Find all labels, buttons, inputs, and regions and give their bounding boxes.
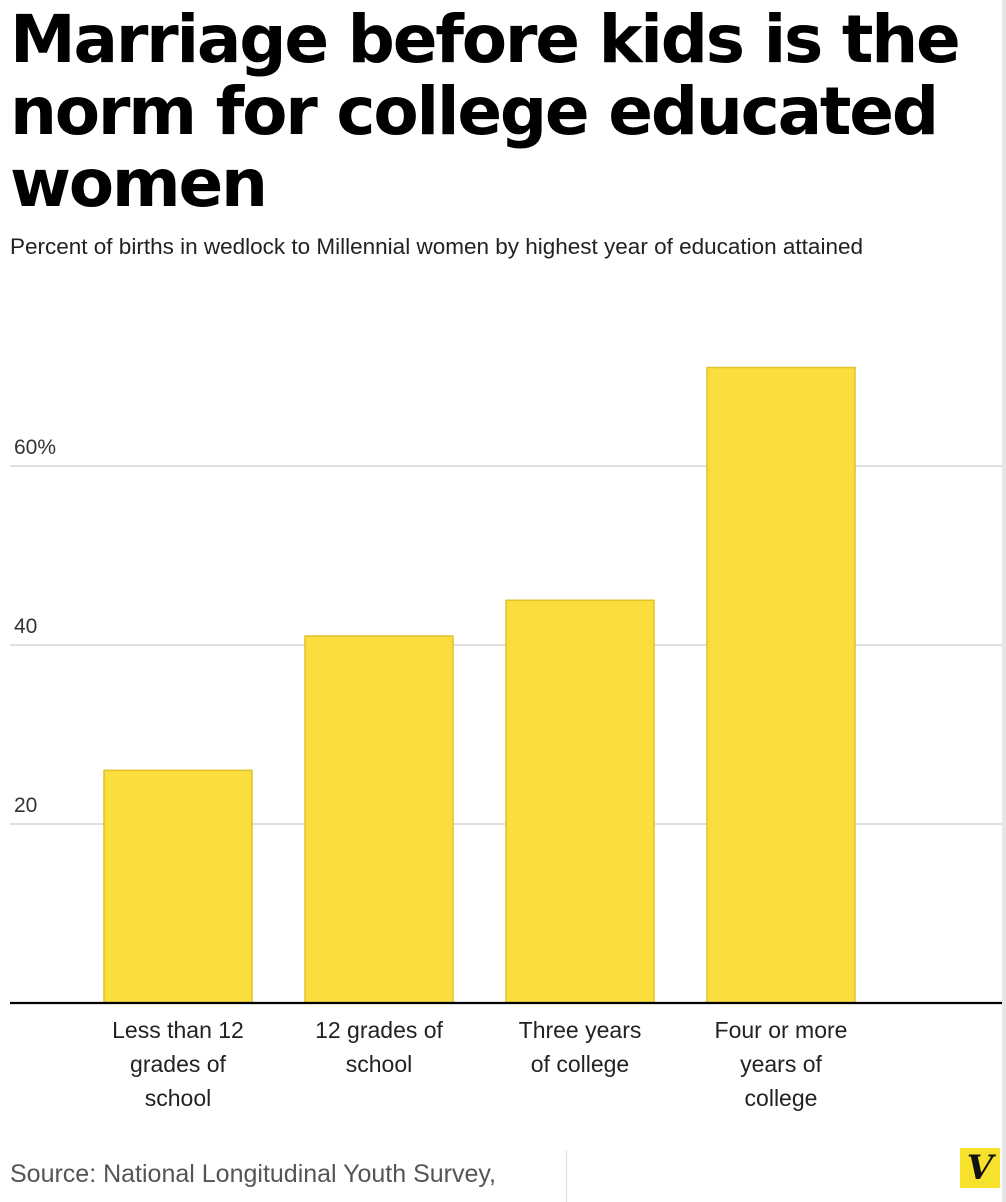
bar	[505, 599, 655, 1004]
bar	[304, 635, 454, 1004]
chart-title: Marriage before kids is the norm for col…	[10, 1, 961, 222]
bar	[706, 366, 856, 1004]
y-tick-label: 40	[14, 615, 37, 638]
logo-letter: V	[966, 1148, 994, 1188]
y-tick-label: 60%	[14, 436, 56, 459]
x-category-label: Less than 12 grades of school	[112, 1017, 244, 1111]
bar	[103, 769, 253, 1004]
source-note: Source: National Longitudinal Youth Surv…	[10, 1160, 496, 1188]
bars	[103, 366, 856, 1004]
category-labels: Less than 12 grades of school 12 grades of s…	[112, 1017, 847, 1111]
vox-logo: V	[960, 1148, 1000, 1188]
x-category-label: 12 grades of school	[315, 1017, 443, 1077]
bar-chart: 20 40 60% Less than 12 grades of school 12 gr…	[10, 366, 1003, 1111]
chart-subtitle: Percent of births in wedlock to Millenni…	[10, 234, 863, 259]
source-overlay	[566, 1150, 741, 1202]
x-category-label: Four or more years of college	[715, 1017, 848, 1111]
y-tick-label: 20	[14, 794, 37, 817]
x-category-label: Three years of college	[519, 1017, 642, 1077]
page-edge	[1002, 0, 1006, 1202]
